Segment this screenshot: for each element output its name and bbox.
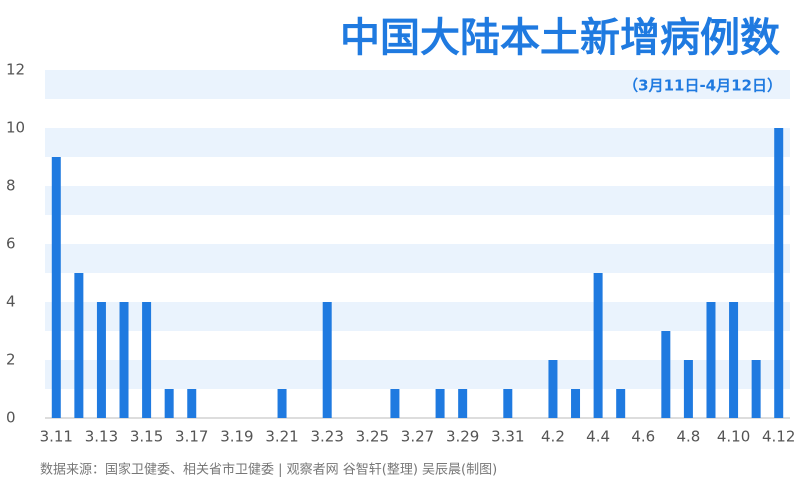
- bar: [593, 273, 603, 418]
- y-tick-label: 12: [6, 61, 25, 79]
- bar: [548, 360, 558, 418]
- bar: [187, 389, 197, 418]
- bar: [119, 302, 129, 418]
- y-tick-label: 4: [6, 293, 16, 311]
- x-tick-label: 3.19: [220, 428, 253, 446]
- bar: [142, 302, 152, 418]
- y-tick-label: 0: [6, 409, 16, 427]
- bar: [616, 389, 626, 418]
- grid-band: [45, 360, 790, 389]
- y-tick-label: 10: [6, 119, 25, 137]
- bar: [390, 389, 400, 418]
- x-tick-label: 3.27: [401, 428, 434, 446]
- x-tick-label: 3.21: [265, 428, 298, 446]
- bar: [571, 389, 581, 418]
- source-note: 数据来源：国家卫健委、相关省市卫健委 | 观察者网 谷智轩(整理) 吴辰晨(制图…: [40, 462, 497, 478]
- chart-title: 中国大陆本土新增病例数: [340, 15, 780, 61]
- bar: [706, 302, 716, 418]
- bar: [51, 157, 61, 418]
- grid-band: [45, 70, 790, 99]
- grid-band: [45, 244, 790, 273]
- bar: [96, 302, 106, 418]
- x-tick-label: 3.29: [446, 428, 479, 446]
- bar: [164, 389, 174, 418]
- bar: [661, 331, 671, 418]
- bar: [74, 273, 84, 418]
- x-tick-label: 3.25: [356, 428, 389, 446]
- x-tick-label: 3.23: [310, 428, 343, 446]
- bar: [435, 389, 445, 418]
- x-tick-label: 4.12: [762, 428, 795, 446]
- y-tick-label: 8: [6, 177, 16, 195]
- chart-subtitle: （3月11日-4月12日）: [623, 77, 782, 95]
- bar: [458, 389, 468, 418]
- bar: [683, 360, 693, 418]
- x-tick-label: 3.15: [130, 428, 163, 446]
- grid-band: [45, 186, 790, 215]
- x-tick-label: 4.10: [717, 428, 750, 446]
- bar: [729, 302, 739, 418]
- x-tick-label: 4.8: [676, 428, 700, 446]
- x-tick-label: 3.17: [175, 428, 208, 446]
- x-tick-label: 4.6: [631, 428, 655, 446]
- bar: [277, 389, 287, 418]
- x-tick-label: 4.4: [586, 428, 610, 446]
- x-tick-label: 4.2: [541, 428, 565, 446]
- bar: [774, 128, 784, 418]
- y-tick-label: 6: [6, 235, 16, 253]
- x-tick-label: 3.13: [85, 428, 118, 446]
- y-tick-label: 2: [6, 351, 16, 369]
- grid-band: [45, 128, 790, 157]
- x-tick-label: 3.31: [491, 428, 524, 446]
- bar: [322, 302, 332, 418]
- x-tick-label: 3.11: [40, 428, 73, 446]
- bar: [751, 360, 761, 418]
- grid-band: [45, 302, 790, 331]
- bar: [503, 389, 513, 418]
